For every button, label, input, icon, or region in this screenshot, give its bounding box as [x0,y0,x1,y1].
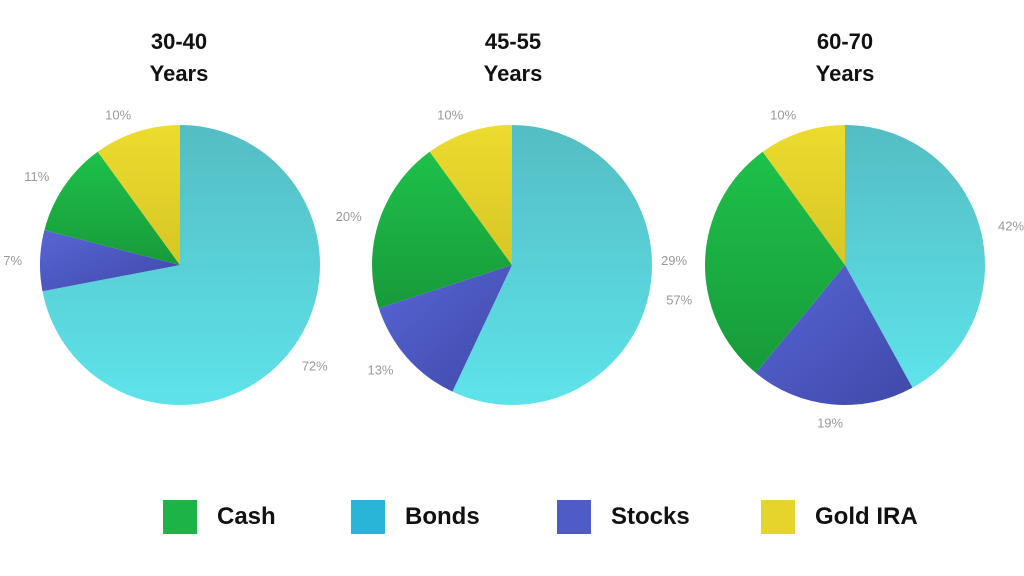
pie-slice-bonds [845,125,985,388]
chart-title-line-1: 30-40 [150,29,208,54]
slice-label-gold-ira: 10% [770,108,796,123]
pie-slice-cash [705,151,845,373]
chart-title-line-1: 60-70 [816,29,874,54]
slice-label-stocks: 13% [367,363,393,378]
legend-label-stocks: Stocks [611,503,690,530]
slice-label-bonds: 57% [666,293,692,308]
pie-slice-cash [44,151,181,265]
slice-label-cash: 29% [661,253,687,268]
pie-slice-gold-ira [429,125,512,265]
slice-label-stocks: 7% [3,253,22,268]
pie-slice-bonds [42,125,321,405]
pie-45-55-years: 57% 13% 20% 10% [336,108,693,405]
slice-label-bonds: 72% [302,359,328,374]
slice-label-gold-ira: 10% [437,108,463,123]
legend-label-cash: Cash [217,503,276,530]
chart-title-60-70: 60-70 Years [745,26,945,90]
legend-swatch-bonds [351,500,385,534]
chart-title-line-2: Years [483,61,543,86]
pie-slice-gold-ira [762,125,845,265]
chart-title-30-40: 30-40 Years [79,26,279,90]
slice-label-cash: 11% [24,169,49,184]
chart-title-line-2: Years [149,61,209,86]
chart-title-line-1: 45-55 [484,29,542,54]
pie-slice-stocks [755,265,913,405]
pie-slice-stocks [40,230,180,292]
legend-swatch-stocks [557,500,591,534]
slice-label-cash: 20% [336,209,362,224]
pie-slice-stocks [378,265,512,392]
chart-title-line-2: Years [815,61,875,86]
pie-30-40-years: 72% 7% 11% 10% [3,108,328,405]
legend-swatch-gold-ira [761,500,795,534]
slice-label-bonds: 42% [998,219,1024,234]
pie-slice-cash [371,151,512,309]
legend-swatch-cash [163,500,197,534]
pie-60-70-years: 42% 19% 29% 10% [661,108,1024,431]
pie-slice-gold-ira [97,125,180,265]
legend-label-gold-ira: Gold IRA [815,503,918,530]
legend-label-bonds: Bonds [405,503,480,530]
pie-charts: 72% 7% 11% 10% 57% 13% 20% 10% 42% 19% 29% 10% [3,108,1024,431]
slice-label-gold-ira: 10% [105,108,131,123]
chart-title-45-55: 45-55 Years [413,26,613,90]
slice-label-stocks: 19% [817,415,843,430]
pie-slice-bonds [452,125,652,405]
